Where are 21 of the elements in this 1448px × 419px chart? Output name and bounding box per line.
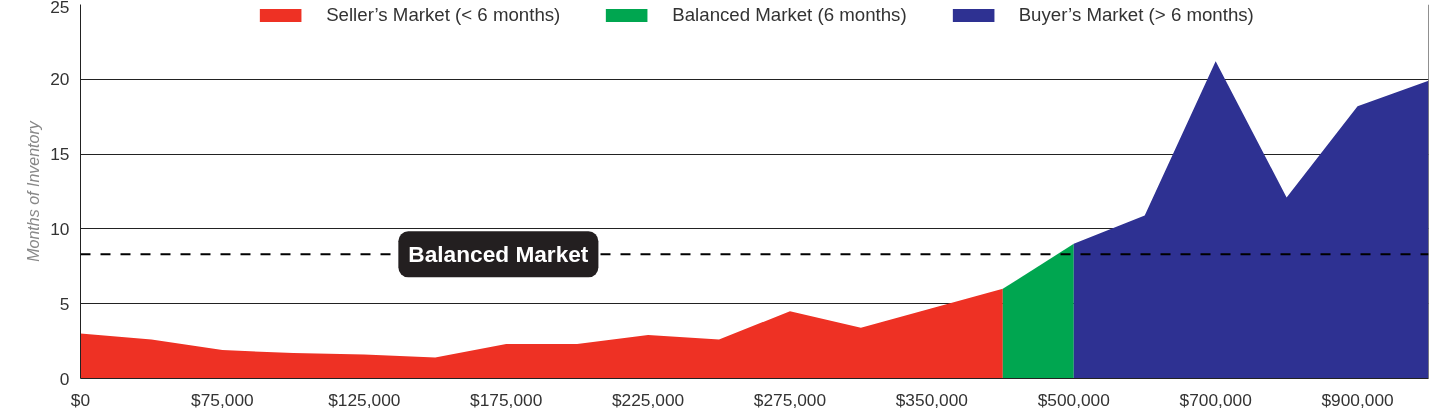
ref-line-label: Balanced Market — [408, 241, 589, 268]
x-tick-label: $350,000 — [895, 389, 969, 410]
x-tick-label: $225,000 — [611, 389, 685, 410]
x-tick-label: $900,000 — [1321, 389, 1394, 410]
y-tick-label: 10 — [50, 218, 70, 239]
y-tick-label: 25 — [50, 0, 70, 17]
x-tick-label: $700,000 — [1179, 389, 1252, 410]
x-tick-label: $0 — [70, 389, 91, 410]
y-tick-label: 0 — [59, 368, 70, 389]
y-axis-title: Months of Inventory — [25, 120, 43, 262]
x-tick-label: $175,000 — [470, 389, 543, 410]
y-tick-label: 20 — [50, 69, 70, 90]
y-tick-label: 5 — [59, 293, 70, 314]
x-tick-label: $75,000 — [191, 389, 254, 410]
legend-label: Seller’s Market (< 6 months) — [326, 4, 561, 26]
x-tick-label: $500,000 — [1037, 389, 1110, 410]
x-tick-label: $125,000 — [328, 389, 401, 410]
x-tick-label: $275,000 — [753, 389, 827, 410]
legend-label: Balanced Market (6 months) — [672, 4, 907, 26]
legend-label: Buyer’s Market (> 6 months) — [1018, 4, 1254, 26]
y-tick-label: 15 — [50, 144, 70, 165]
